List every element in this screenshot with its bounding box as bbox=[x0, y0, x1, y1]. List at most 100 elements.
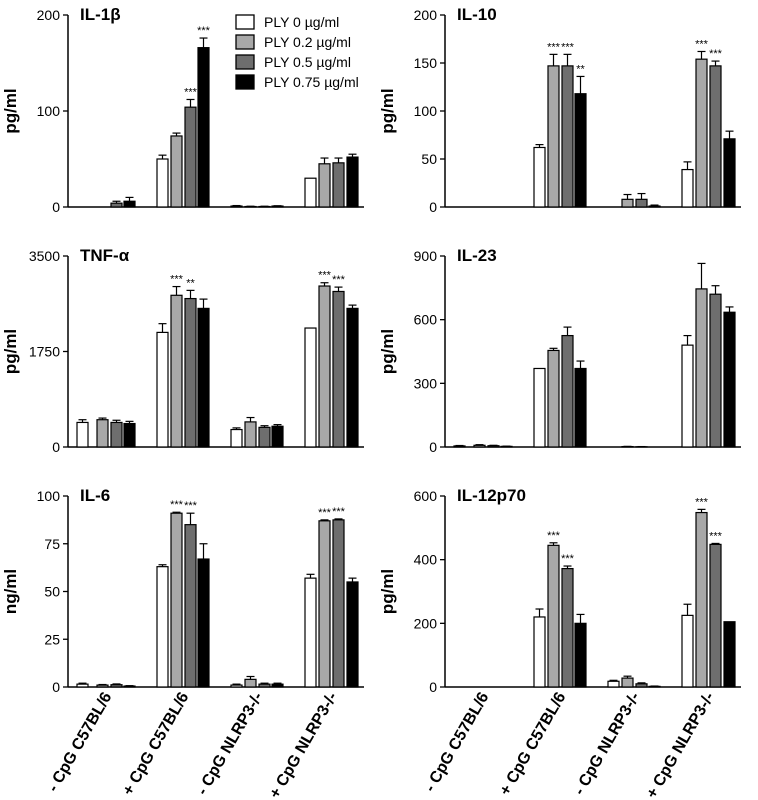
bar bbox=[681, 614, 694, 688]
bar bbox=[244, 678, 257, 688]
bar bbox=[197, 47, 210, 208]
significance-marker: ** bbox=[186, 277, 195, 289]
significance-marker: *** bbox=[561, 553, 575, 565]
bar bbox=[332, 290, 345, 448]
bar bbox=[184, 524, 197, 688]
panels-group: 0100200pg/mlIL-1β******050100150200pg/ml… bbox=[1, 5, 741, 695]
bar bbox=[258, 683, 271, 688]
significance-marker: ** bbox=[576, 63, 585, 75]
y-tick-label: 0 bbox=[52, 199, 60, 215]
category-label: - CpG C57BL/6 bbox=[422, 689, 493, 795]
bar bbox=[76, 683, 89, 688]
bar bbox=[635, 198, 648, 208]
bar bbox=[184, 297, 197, 448]
y-tick-label: 50 bbox=[421, 151, 437, 167]
panel-title: IL-10 bbox=[457, 5, 497, 24]
bar bbox=[709, 543, 722, 688]
bar bbox=[197, 558, 210, 688]
y-tick-label: 0 bbox=[429, 679, 437, 695]
category-labels-group: - CpG C57BL/6 + CpG C57BL/6- CpG NLRP3-/-… bbox=[45, 689, 718, 800]
y-tick-label: 0 bbox=[52, 439, 60, 455]
bar bbox=[96, 419, 109, 448]
legend-label: PLY 0 µg/ml bbox=[264, 14, 339, 30]
significance-marker: *** bbox=[547, 41, 561, 53]
bar bbox=[258, 426, 271, 448]
bar bbox=[346, 581, 359, 688]
bar bbox=[197, 307, 210, 448]
panel-title: IL-12p70 bbox=[457, 486, 526, 505]
panel-title: IL-1β bbox=[80, 5, 121, 24]
y-tick-label: 3500 bbox=[29, 248, 60, 264]
y-tick-label: 300 bbox=[414, 375, 438, 391]
y-tick-label: 100 bbox=[37, 488, 61, 504]
y-tick-label: 150 bbox=[414, 55, 438, 71]
bar bbox=[230, 205, 243, 208]
bar bbox=[170, 512, 183, 688]
bar bbox=[574, 367, 587, 448]
bar bbox=[230, 684, 243, 688]
y-tick-label: 200 bbox=[37, 7, 61, 23]
significance-marker: *** bbox=[332, 506, 346, 518]
bar bbox=[533, 367, 546, 448]
bar bbox=[96, 684, 109, 688]
bar bbox=[271, 683, 284, 688]
y-tick-label: 900 bbox=[414, 248, 438, 264]
bar bbox=[230, 428, 243, 448]
legend-swatch bbox=[235, 74, 255, 90]
bar bbox=[561, 65, 574, 208]
bar bbox=[681, 168, 694, 208]
bar bbox=[547, 349, 560, 448]
y-axis-label: pg/ml bbox=[1, 88, 20, 133]
significance-marker: *** bbox=[184, 86, 198, 98]
bar bbox=[648, 205, 661, 208]
bar bbox=[709, 65, 722, 208]
y-axis-label: ng/ml bbox=[1, 569, 20, 614]
bar bbox=[574, 622, 587, 688]
bar bbox=[487, 445, 500, 448]
bar bbox=[304, 577, 317, 688]
y-axis-label: pg/ml bbox=[1, 329, 20, 374]
category-label: + CpG NLRP3-/- bbox=[643, 690, 718, 800]
bar bbox=[332, 519, 345, 688]
legend: PLY 0 µg/ml PLY 0.2 µg/ml PLY 0.5 µg/ml PLY… bbox=[235, 14, 359, 90]
y-tick-label: 0 bbox=[429, 439, 437, 455]
legend-swatch bbox=[235, 14, 255, 30]
bar bbox=[170, 294, 183, 448]
bar bbox=[123, 200, 136, 208]
bar bbox=[184, 106, 197, 208]
bar bbox=[635, 683, 648, 688]
y-tick-label: 400 bbox=[414, 552, 438, 568]
category-label: - CpG C57BL/6 bbox=[45, 689, 116, 795]
y-tick-label: 200 bbox=[414, 7, 438, 23]
bar bbox=[709, 293, 722, 448]
y-axis-label: pg/ml bbox=[378, 569, 397, 614]
significance-marker: *** bbox=[170, 499, 184, 511]
bar bbox=[244, 421, 257, 448]
bar bbox=[110, 421, 123, 448]
significance-marker: *** bbox=[709, 530, 723, 542]
significance-marker: *** bbox=[561, 41, 575, 53]
panel-title: IL-6 bbox=[80, 486, 110, 505]
y-tick-label: 600 bbox=[414, 488, 438, 504]
bar bbox=[332, 162, 345, 208]
y-tick-label: 1750 bbox=[29, 344, 60, 360]
bar bbox=[271, 425, 284, 448]
bar bbox=[318, 163, 331, 208]
legend-swatch bbox=[235, 34, 255, 50]
significance-marker: *** bbox=[695, 496, 709, 508]
bar bbox=[561, 334, 574, 448]
category-label: + CpG C57BL/6 bbox=[497, 689, 570, 798]
bar bbox=[346, 156, 359, 208]
bar bbox=[561, 567, 574, 688]
bar bbox=[156, 158, 169, 208]
significance-marker: *** bbox=[695, 38, 709, 50]
bar bbox=[110, 684, 123, 688]
bar bbox=[547, 65, 560, 208]
panel-title: TNF-α bbox=[80, 246, 130, 265]
bar bbox=[123, 422, 136, 448]
